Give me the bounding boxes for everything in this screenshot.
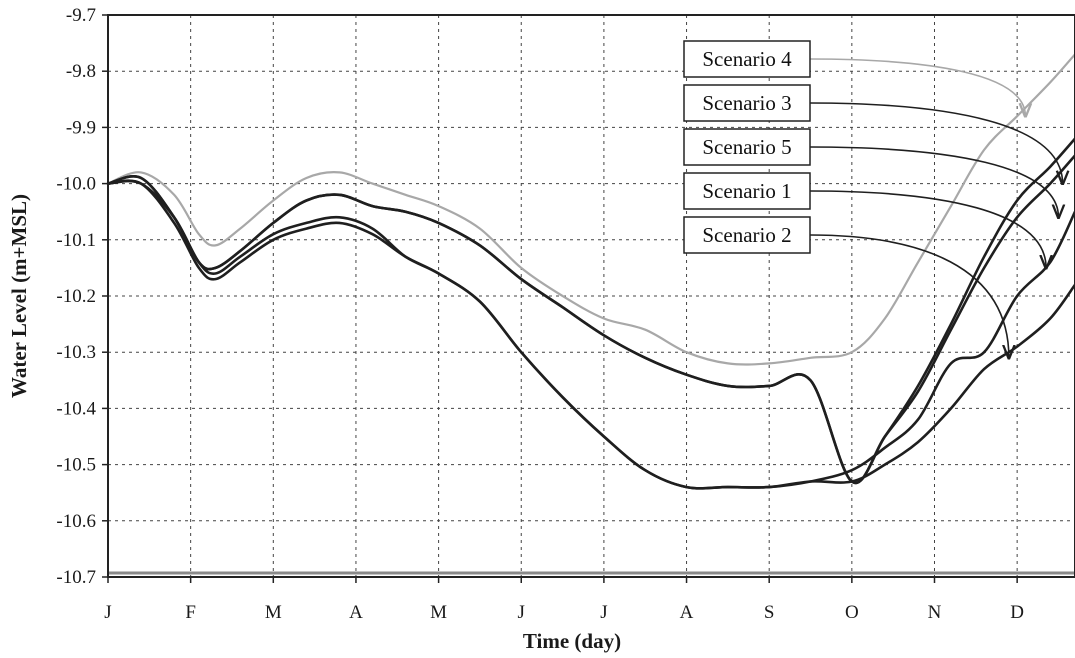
x-tick-label: D xyxy=(1010,602,1024,623)
y-tick-label: -10.4 xyxy=(56,398,96,419)
callout-text: Scenario 3 xyxy=(702,91,791,115)
x-tick-label: S xyxy=(764,602,775,623)
callout-box xyxy=(683,128,811,166)
callout-box xyxy=(683,216,811,254)
x-tick-label: M xyxy=(430,602,447,623)
y-tick-label: -10.5 xyxy=(56,455,96,476)
series-line-scenario-5 xyxy=(106,154,1075,485)
y-axis-title: Water Level (m+MSL) xyxy=(7,194,31,398)
y-tick-label: -10.6 xyxy=(56,511,96,532)
leader-arrow xyxy=(809,190,1046,268)
x-tick-label: J xyxy=(104,602,111,623)
callout-scenario-4: Scenario 4 xyxy=(683,40,1025,116)
x-tick-label: J xyxy=(600,602,607,623)
callout-box xyxy=(683,172,811,210)
x-tick-label: F xyxy=(185,602,196,623)
x-tick-label: J xyxy=(518,602,525,623)
callout-scenario-5: Scenario 5 xyxy=(683,128,1058,217)
x-tick-label: N xyxy=(928,602,942,623)
x-tick-label: O xyxy=(845,602,859,623)
y-tick-label: -10.2 xyxy=(56,286,96,307)
y-tick-label: -9.7 xyxy=(66,5,96,26)
callout-text: Scenario 1 xyxy=(702,179,791,203)
x-tick-label: M xyxy=(265,602,282,623)
y-tick-label: -9.8 xyxy=(66,61,96,82)
leader-arrow xyxy=(809,58,1025,116)
series-line-scenario-1 xyxy=(106,179,1075,490)
callout-scenario-3: Scenario 3 xyxy=(683,84,1063,184)
scenario-callouts: Scenario 4 Scenario 3 Scenario 5 Scenario 1… xyxy=(683,40,1063,358)
callout-box xyxy=(683,84,811,122)
callout-scenario-1: Scenario 1 xyxy=(683,172,1046,268)
grid-lines xyxy=(108,15,1075,577)
callout-scenario-2: Scenario 2 xyxy=(683,216,1009,358)
y-tick-label: -10.0 xyxy=(56,174,96,195)
callout-text: Scenario 4 xyxy=(702,47,792,71)
y-axis-ticks: -9.7 -9.8 -9.9 -10.0 -10.1 -10.2 -10.3 -10.4 -10… xyxy=(56,5,108,588)
series-lines xyxy=(106,53,1075,490)
callout-text: Scenario 2 xyxy=(702,223,791,247)
callout-box xyxy=(683,40,811,78)
x-axis-title: Time (day) xyxy=(523,629,621,653)
leader-arrow xyxy=(809,102,1063,184)
callout-text: Scenario 5 xyxy=(702,135,791,159)
series-line-scenario-4 xyxy=(106,53,1075,366)
leader-arrow xyxy=(809,146,1058,217)
series-line-scenario-2 xyxy=(106,179,1075,490)
x-tick-label: A xyxy=(349,602,363,623)
x-tick-label: A xyxy=(680,602,694,623)
y-tick-label: -10.1 xyxy=(56,230,96,251)
y-tick-label: -10.7 xyxy=(56,567,96,588)
y-tick-label: -9.9 xyxy=(66,117,96,138)
leader-arrow xyxy=(809,234,1009,358)
y-tick-label: -10.3 xyxy=(56,342,96,363)
